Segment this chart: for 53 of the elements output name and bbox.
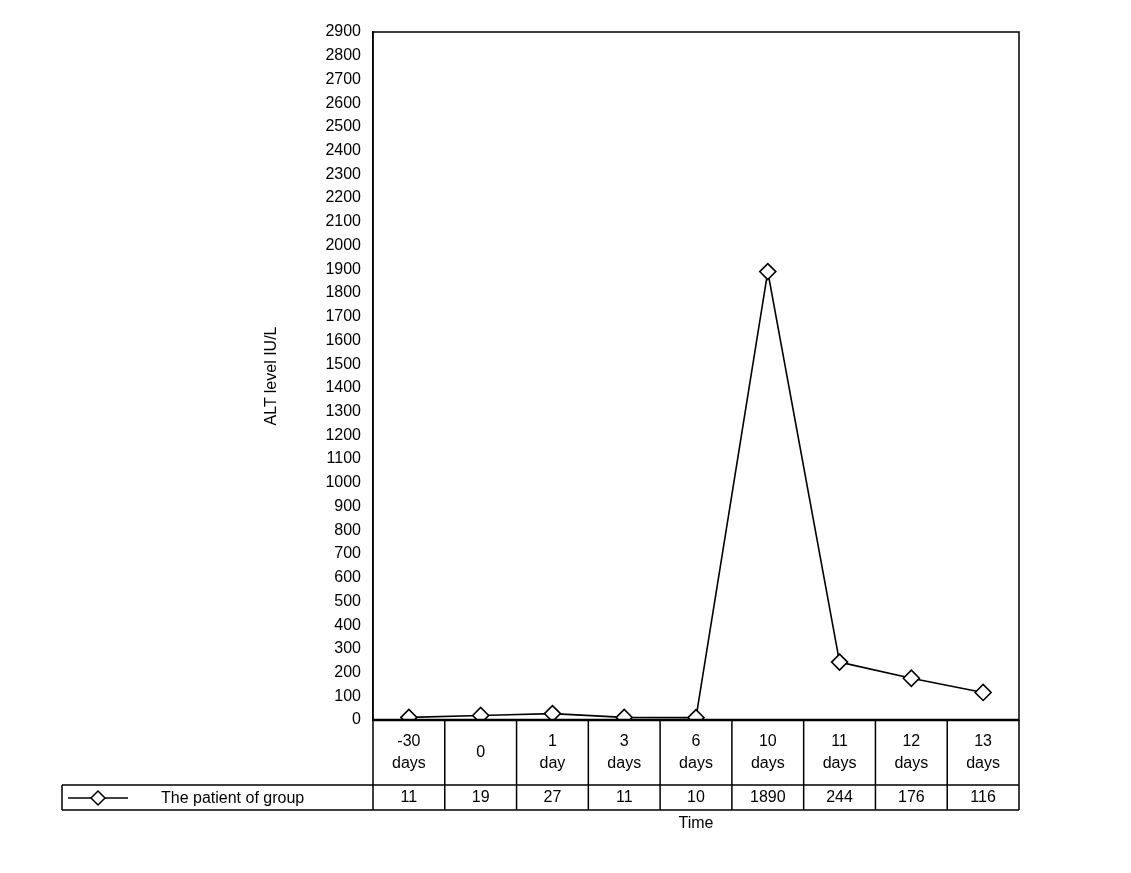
x-tick-label: 1 day [539,731,566,771]
data-label: 11 [615,787,633,805]
y-tick-label: 1800 [325,283,362,301]
y-tick-label: 1900 [325,259,362,277]
y-tick-label: 2900 [325,22,362,40]
y-tick-label: 2600 [325,93,362,111]
y-tick-label: 700 [334,544,362,562]
data-label: 1890 [749,787,786,805]
y-tick-label: 500 [334,591,362,609]
y-tick-label: 600 [334,568,362,586]
data-label: 11 [400,787,418,805]
y-tick-label: 2700 [325,69,362,87]
y-tick-label: 1400 [325,378,362,396]
data-label: 176 [897,787,925,805]
data-label: 27 [543,787,562,805]
y-tick-label: 0 [352,710,362,728]
y-tick-label: 1300 [325,401,362,419]
y-tick-label: 2200 [325,188,362,206]
x-tick-label: 0 [476,742,486,760]
legend-label: The patient of group [161,788,305,807]
x-tick-label: 12 days [894,731,929,771]
x-tick-label: 11 days [822,731,857,771]
x-tick-label: -30 days [391,731,426,771]
y-tick-label: 2800 [325,46,362,64]
y-tick-label: 200 [334,662,362,680]
y-tick-label: 2100 [325,212,362,230]
x-tick-label: 6 days [679,731,713,771]
y-tick-label: 2000 [325,235,362,253]
y-axis-title: ALT level IU/L [262,326,280,426]
x-tick-label: 10 days [750,731,785,771]
point [758,262,777,281]
y-tick-label: 2400 [325,141,362,159]
y-tick-label: 2300 [325,164,362,182]
data-label: 116 [970,787,996,805]
y-tick-label: 1200 [325,425,362,443]
y-tick-label: 1000 [325,473,362,491]
y-tick-label: 1700 [325,307,362,325]
data-label: 244 [826,787,853,805]
data-label: 19 [471,787,490,805]
y-tick-label: 800 [334,520,362,538]
x-axis-title: Time [678,814,714,832]
y-tick-label: 900 [334,496,362,514]
data-label: 10 [687,787,705,805]
point [543,704,562,720]
y-tick-label: 1100 [326,449,362,467]
y-tick-label: 1500 [325,354,362,372]
x-tick-label: 3 days [607,731,642,771]
x-tick-label: 13 days [966,731,1001,771]
y-tick-label: 400 [334,615,362,633]
y-tick-label: 100 [334,686,362,704]
y-tick-label: 2500 [325,117,362,135]
y-tick-label: 1600 [325,330,362,348]
y-tick-label: 300 [334,639,362,657]
